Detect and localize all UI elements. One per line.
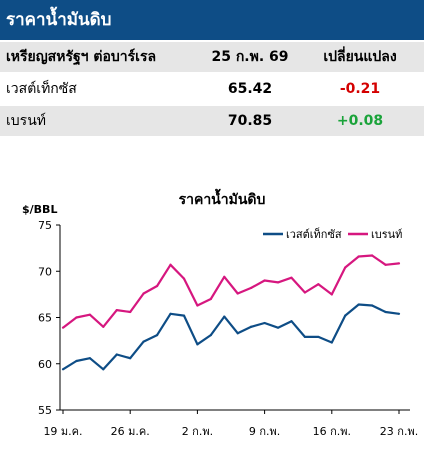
data-point — [344, 314, 347, 317]
row-name-brent: เบรนท์ — [6, 113, 46, 129]
legend-label: เบรนท์ — [371, 228, 402, 241]
series-line-wti — [62, 303, 400, 371]
x-tick-label: 26 ม.ค. — [111, 425, 150, 438]
data-point — [115, 309, 118, 312]
table-row: เวสต์เท็กซัส 65.42 -0.21 — [0, 74, 424, 104]
data-point — [330, 293, 333, 296]
data-point — [88, 313, 91, 316]
data-point — [169, 312, 172, 315]
data-point — [196, 343, 199, 346]
data-point — [357, 303, 360, 306]
table-row: เบรนท์ 70.85 +0.08 — [0, 106, 424, 136]
data-point — [330, 341, 333, 344]
chart-title: ราคาน้ำมันดิบ — [179, 188, 266, 208]
data-point — [182, 277, 186, 280]
data-point — [75, 316, 78, 319]
y-tick-label: 60 — [38, 358, 52, 371]
data-point — [397, 312, 401, 315]
data-point — [357, 255, 360, 258]
legend-label: เวสต์เท็กซัส — [286, 227, 342, 241]
data-point — [75, 359, 78, 363]
data-point — [250, 325, 253, 328]
data-point — [290, 276, 293, 279]
x-tick-label: 19 ม.ค. — [43, 425, 82, 438]
line-chart: ราคาน้ำมันดิบ $/BBL 55 60 65 70 75 19 ม.ค. 26 … — [22, 188, 418, 438]
x-tick-label: 9 ก.พ. — [249, 425, 280, 438]
data-point — [61, 368, 65, 371]
data-point — [115, 353, 118, 356]
data-point — [142, 340, 145, 343]
row-change-brent: +0.08 — [336, 113, 384, 129]
data-point — [102, 368, 105, 371]
x-tick-label: 2 ก.พ. — [182, 425, 213, 438]
data-point — [223, 315, 226, 318]
y-tick-label: 55 — [38, 404, 52, 417]
row-name-wti: เวสต์เท็กซัส — [6, 81, 77, 97]
data-point — [303, 335, 307, 339]
data-point — [102, 325, 105, 328]
data-point — [371, 304, 374, 307]
data-point — [155, 333, 159, 337]
y-tick-label: 75 — [38, 219, 52, 232]
data-point — [236, 292, 239, 295]
data-point — [209, 333, 212, 337]
column-header-unit: เหรียญสหรัฐฯ ต่อบาร์เรล — [6, 49, 157, 65]
y-axis-label: $/BBL — [22, 203, 57, 216]
row-change-wti: -0.21 — [339, 81, 381, 97]
data-point — [236, 332, 239, 335]
data-point — [303, 291, 307, 294]
data-point — [169, 263, 172, 266]
data-point — [397, 262, 401, 265]
row-price-wti: 65.42 — [227, 81, 273, 97]
series-line-brent — [62, 254, 400, 329]
data-point — [263, 321, 266, 325]
data-point — [276, 281, 280, 284]
data-point — [384, 263, 387, 266]
chart-area: ราคาน้ำมันดิบ $/BBL 55 60 65 70 75 19 ม.ค. 26 … — [0, 180, 433, 450]
data-point — [371, 254, 374, 257]
data-point — [129, 357, 132, 360]
data-point — [182, 314, 186, 317]
data-point — [61, 326, 65, 329]
data-point — [384, 310, 387, 314]
data-point — [290, 320, 293, 323]
page-title: ราคาน้ำมันดิบ — [0, 0, 424, 40]
data-point — [276, 326, 280, 329]
data-point — [250, 286, 253, 289]
row-price-brent: 70.85 — [227, 113, 273, 129]
data-point — [209, 297, 212, 301]
x-tick-label: 23 ก.พ. — [380, 425, 418, 438]
data-point — [88, 357, 91, 360]
table-header-row: เหรียญสหรัฐฯ ต่อบาร์เรล 25 ก.พ. 69 เปลี่… — [0, 42, 424, 72]
data-point — [196, 304, 199, 307]
data-point — [344, 266, 347, 269]
data-point — [263, 279, 266, 282]
data-point — [155, 284, 159, 288]
column-header-change: เปลี่ยนแปลง — [323, 49, 397, 65]
column-header-date: 25 ก.พ. 69 — [211, 49, 289, 65]
data-point — [223, 275, 226, 278]
data-point — [129, 310, 132, 314]
data-point — [317, 335, 320, 339]
data-point — [317, 283, 320, 286]
x-tick-label: 16 ก.พ. — [313, 425, 351, 438]
y-tick-label: 65 — [38, 312, 52, 325]
data-point — [142, 292, 145, 295]
y-tick-label: 70 — [38, 265, 52, 278]
